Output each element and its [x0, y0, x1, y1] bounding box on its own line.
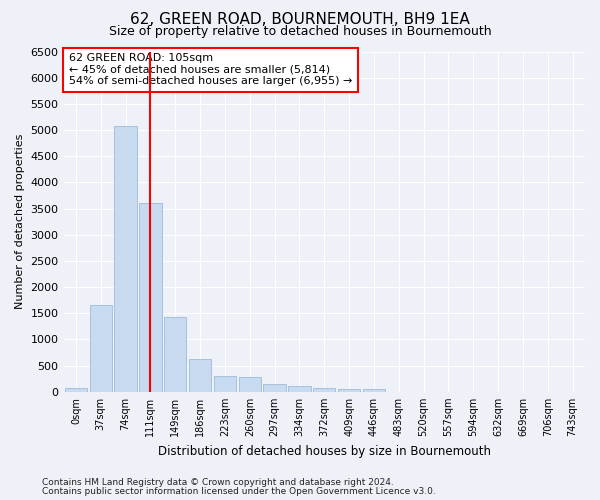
- Bar: [239, 377, 261, 392]
- Bar: [288, 386, 311, 392]
- Text: 62 GREEN ROAD: 105sqm
← 45% of detached houses are smaller (5,814)
54% of semi-d: 62 GREEN ROAD: 105sqm ← 45% of detached …: [69, 53, 352, 86]
- Bar: [313, 388, 335, 392]
- X-axis label: Distribution of detached houses by size in Bournemouth: Distribution of detached houses by size …: [158, 444, 491, 458]
- Text: 62, GREEN ROAD, BOURNEMOUTH, BH9 1EA: 62, GREEN ROAD, BOURNEMOUTH, BH9 1EA: [130, 12, 470, 28]
- Y-axis label: Number of detached properties: Number of detached properties: [15, 134, 25, 310]
- Text: Contains public sector information licensed under the Open Government Licence v3: Contains public sector information licen…: [42, 487, 436, 496]
- Bar: [65, 388, 87, 392]
- Bar: [89, 306, 112, 392]
- Text: Size of property relative to detached houses in Bournemouth: Size of property relative to detached ho…: [109, 25, 491, 38]
- Bar: [338, 388, 360, 392]
- Bar: [214, 376, 236, 392]
- Bar: [363, 388, 385, 392]
- Bar: [189, 360, 211, 392]
- Bar: [164, 318, 187, 392]
- Bar: [263, 384, 286, 392]
- Bar: [115, 126, 137, 392]
- Bar: [139, 204, 161, 392]
- Text: Contains HM Land Registry data © Crown copyright and database right 2024.: Contains HM Land Registry data © Crown c…: [42, 478, 394, 487]
